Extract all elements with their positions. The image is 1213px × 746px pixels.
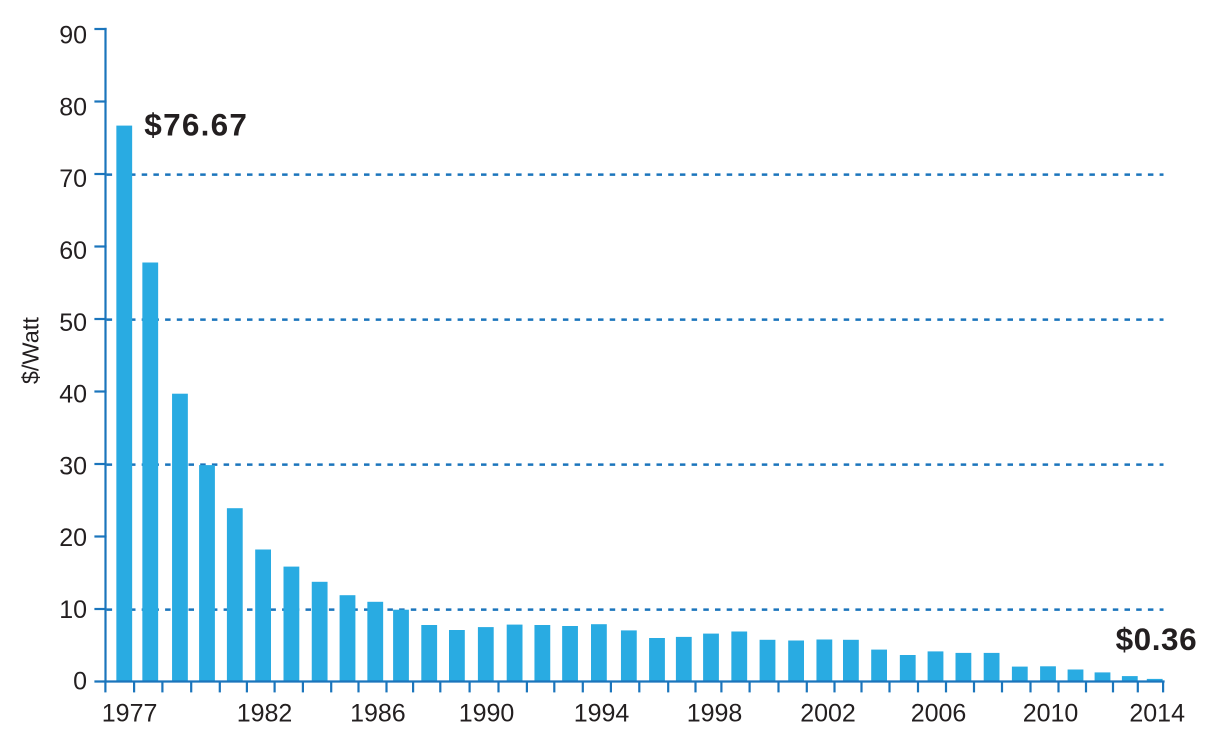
svg-text:2014: 2014 bbox=[1129, 699, 1185, 727]
svg-text:$76.67: $76.67 bbox=[144, 106, 248, 142]
svg-text:1982: 1982 bbox=[237, 699, 293, 727]
svg-text:1998: 1998 bbox=[687, 699, 743, 727]
svg-text:50: 50 bbox=[59, 309, 87, 337]
svg-text:2002: 2002 bbox=[800, 699, 856, 727]
svg-text:20: 20 bbox=[59, 524, 87, 552]
svg-text:$/Watt: $/Watt bbox=[17, 317, 43, 385]
svg-text:70: 70 bbox=[59, 165, 87, 193]
svg-text:60: 60 bbox=[59, 237, 87, 265]
svg-text:1990: 1990 bbox=[459, 699, 515, 727]
svg-text:80: 80 bbox=[59, 94, 87, 122]
svg-text:2010: 2010 bbox=[1023, 699, 1079, 727]
svg-text:$0.36: $0.36 bbox=[1116, 621, 1198, 657]
svg-text:40: 40 bbox=[59, 381, 87, 409]
svg-text:1977: 1977 bbox=[102, 699, 158, 727]
svg-text:2006: 2006 bbox=[911, 699, 967, 727]
svg-text:10: 10 bbox=[59, 596, 87, 624]
svg-text:30: 30 bbox=[59, 452, 87, 480]
svg-text:0: 0 bbox=[73, 668, 87, 696]
svg-text:90: 90 bbox=[59, 22, 87, 50]
svg-text:1986: 1986 bbox=[350, 699, 406, 727]
svg-text:1994: 1994 bbox=[574, 699, 630, 727]
